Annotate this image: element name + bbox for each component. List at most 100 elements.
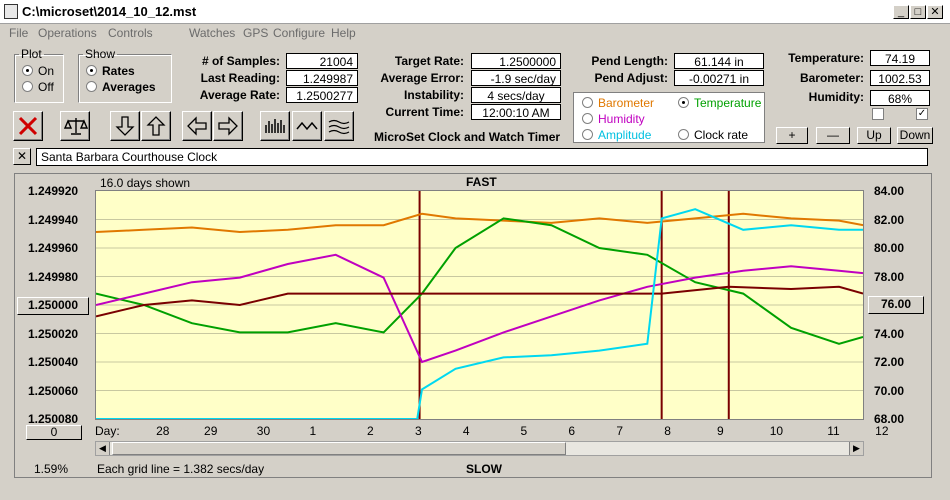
radio-icon — [582, 97, 593, 108]
percent-label: 1.59% — [34, 462, 69, 476]
menu-watches[interactable]: Watches — [189, 26, 236, 40]
average-error-value: -1.9 sec/day — [471, 70, 561, 86]
left-value-button[interactable]: 1.250000 — [17, 297, 89, 315]
sensor-amplitude-radio[interactable]: Amplitude — [582, 128, 651, 142]
y-left-tick: 1.250080 — [28, 412, 79, 426]
scale-down-button[interactable]: Down — [897, 127, 933, 144]
sensor-clockrate-radio[interactable]: Clock rate — [678, 128, 748, 142]
pend-length-label: Pend Length: — [591, 54, 668, 68]
bars-view-button[interactable] — [260, 111, 290, 141]
horizontal-scrollbar[interactable]: ◀ ▶ — [95, 441, 864, 456]
chart-canvas — [96, 191, 863, 419]
x-tick: 12 — [875, 424, 889, 438]
radio-icon — [86, 81, 97, 92]
current-time-value: 12:00:10 AM — [471, 104, 561, 120]
plot-off-radio[interactable]: Off — [22, 80, 54, 94]
menu-operations[interactable]: Operations — [38, 26, 97, 40]
sensor-humidity-label: Humidity — [598, 112, 645, 126]
instability-label: Instability: — [403, 88, 464, 102]
samples-value: 21004 — [286, 53, 358, 69]
humidity-checkbox[interactable] — [872, 108, 884, 120]
scale-minus-button[interactable]: — — [816, 127, 850, 144]
y-left-tick: 1.249940 — [28, 212, 79, 227]
menu-bar: File Operations Controls Watches GPS Con… — [0, 24, 950, 42]
wave-view-button[interactable] — [292, 111, 322, 141]
arrow-up-button[interactable] — [141, 111, 171, 141]
sensor-clockrate-label: Clock rate — [694, 128, 749, 142]
menu-help[interactable]: Help — [331, 26, 356, 40]
show-group: Show — [78, 47, 172, 103]
plot-area[interactable] — [95, 190, 864, 420]
target-rate-value[interactable]: 1.2500000 — [471, 53, 561, 69]
y-right-tick: 72.00 — [874, 355, 905, 369]
plot-on-radio[interactable]: On — [22, 64, 54, 78]
pend-length-value: 61.144 in — [674, 53, 764, 69]
maximize-button[interactable]: □ — [910, 5, 926, 19]
scale-plus-button[interactable]: + — [776, 127, 808, 144]
y-left-tick: 1.250040 — [28, 355, 79, 369]
right-value-button[interactable]: 76.00 — [868, 296, 924, 314]
scale-up-button[interactable]: Up — [857, 127, 891, 144]
show-rates-radio[interactable]: Rates — [86, 64, 135, 78]
stop-button[interactable] — [13, 111, 43, 141]
title-bar: C:\microset\2014_10_12.mst _ □ ✕ — [0, 0, 950, 24]
menu-controls[interactable]: Controls — [108, 26, 153, 40]
x-axis-prefix: Day: — [95, 424, 120, 438]
series-amplitude — [96, 208, 863, 419]
x-tick: 7 — [616, 424, 623, 438]
close-button[interactable]: ✕ — [927, 5, 943, 19]
sensor-barometer-radio[interactable]: Barometer — [582, 96, 654, 110]
average-rate-label: Average Rate: — [199, 88, 280, 102]
radio-icon — [678, 129, 689, 140]
y-right-tick: 82.00 — [874, 212, 905, 227]
sensor-selector — [573, 92, 765, 143]
arrow-right-button[interactable] — [213, 111, 243, 141]
y-right-tick: 80.00 — [874, 241, 905, 255]
minimize-button[interactable]: _ — [893, 5, 909, 19]
scroll-right-icon[interactable]: ▶ — [849, 442, 863, 455]
series-clock-rate — [96, 285, 863, 318]
x-tick: 10 — [769, 424, 784, 438]
radio-selected-icon — [86, 65, 97, 76]
clear-clock-button[interactable]: ✕ — [13, 148, 31, 165]
target-rate-label: Target Rate: — [394, 54, 464, 68]
menu-file[interactable]: File — [9, 26, 29, 40]
menu-gps[interactable]: GPS — [243, 26, 269, 40]
x-tick: 28 — [156, 424, 170, 438]
sensor-temperature-radio[interactable]: Temperature — [678, 96, 761, 110]
pend-adjust-label: Pend Adjust: — [594, 71, 668, 85]
menu-configure[interactable]: Configure — [273, 26, 326, 40]
y-right-tick: 74.00 — [874, 326, 905, 341]
series-temperature — [96, 217, 863, 345]
multiwave-icon — [328, 119, 350, 135]
humidity-label: Humidity: — [808, 90, 864, 104]
arrow-left-icon — [187, 116, 207, 136]
sensor-amplitude-label: Amplitude — [598, 128, 652, 142]
average-error-label: Average Error: — [380, 71, 464, 85]
x-tick: 9 — [716, 424, 724, 438]
y-left-tick: 1.250020 — [28, 326, 79, 341]
scroll-left-icon[interactable]: ◀ — [96, 442, 110, 455]
radio-icon — [582, 129, 593, 140]
y-right-tick: 84.00 — [874, 184, 905, 198]
multiwave-view-button[interactable] — [324, 111, 354, 141]
pend-adjust-value: -0.00271 in — [674, 70, 764, 86]
grid-note: Each grid line = 1.382 secs/day — [97, 462, 265, 476]
zero-button[interactable]: 0 — [26, 425, 82, 440]
arrow-left-button[interactable] — [182, 111, 212, 141]
days-shown-label: 16.0 days shown — [100, 176, 191, 190]
balance-button[interactable] — [60, 111, 90, 141]
arrow-down-button[interactable] — [110, 111, 140, 141]
sensor-humidity-radio[interactable]: Humidity — [582, 112, 645, 126]
plot-on-label: On — [38, 64, 55, 78]
temperature-label: Temperature: — [788, 51, 864, 65]
radio-selected-icon — [22, 65, 33, 76]
clock-name-field[interactable]: Santa Barbara Courthouse Clock — [36, 148, 928, 166]
last-reading-value: 1.249987 — [286, 70, 358, 86]
plot-group-title: Plot — [21, 47, 42, 61]
scroll-thumb[interactable] — [112, 442, 566, 455]
show-averages-label: Averages — [102, 80, 156, 94]
humidity-checkbox-checked[interactable]: ✓ — [916, 108, 928, 120]
show-averages-radio[interactable]: Averages — [86, 80, 156, 94]
fast-label: FAST — [466, 175, 497, 189]
